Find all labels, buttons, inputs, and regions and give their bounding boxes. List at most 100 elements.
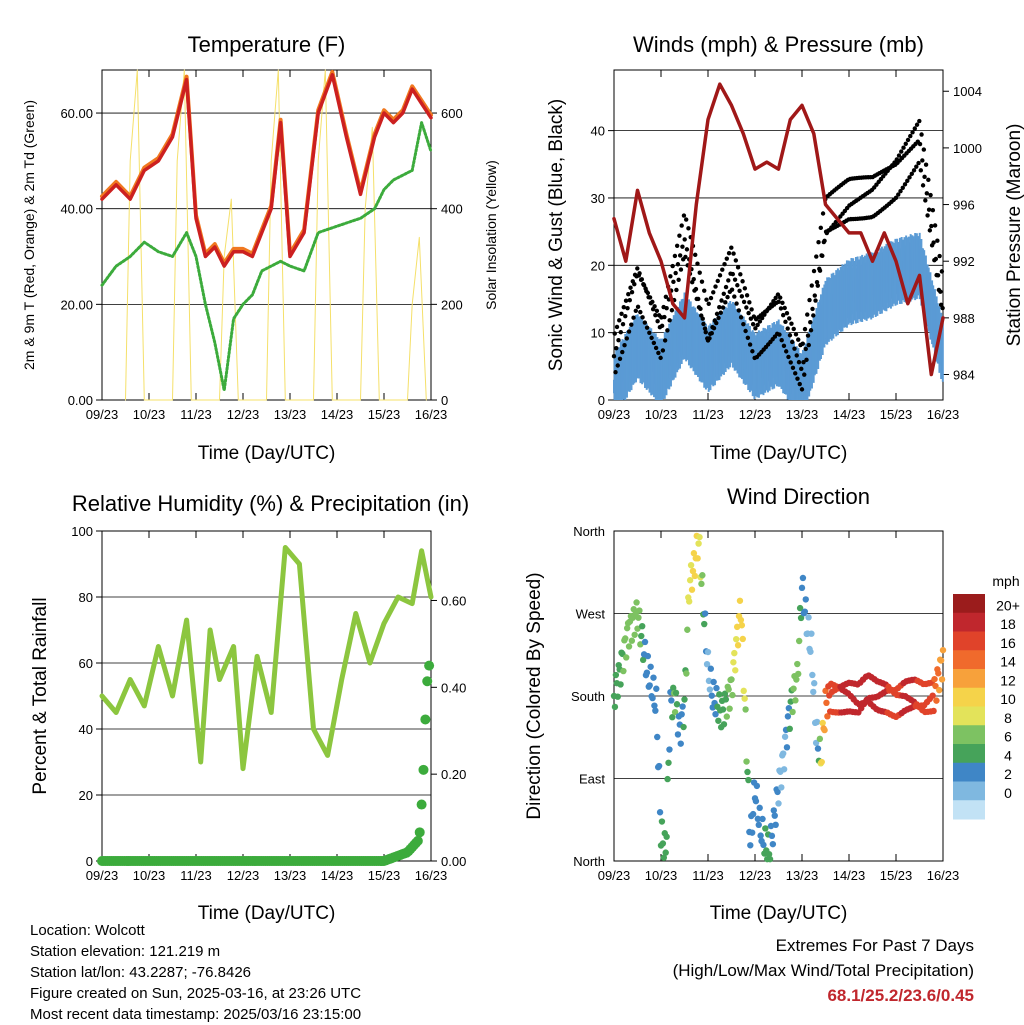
direction-point (752, 797, 760, 805)
gust-point (729, 287, 735, 292)
gust-point (647, 330, 652, 335)
gust-point (926, 177, 931, 183)
wind-speed-trace (613, 232, 944, 400)
x-tick-label: 12/23 (227, 868, 260, 883)
gust-point (802, 326, 808, 332)
gust-point (918, 168, 924, 173)
precip-point (414, 827, 425, 838)
x-tick-label: 14/23 (833, 868, 866, 883)
gust-point (731, 251, 736, 256)
direction-point (715, 717, 722, 724)
direction-point (664, 775, 671, 783)
x-tick-label: 10/23 (133, 868, 166, 883)
gust-point (910, 130, 915, 135)
colorbar-label: 0 (1004, 785, 1012, 801)
gust-point (719, 298, 724, 303)
gust-point (914, 164, 919, 169)
direction-point (728, 676, 735, 683)
direction-point (821, 726, 828, 734)
direction-point (617, 681, 624, 688)
x-tick-label: 16/23 (927, 407, 960, 422)
gust-point (755, 322, 760, 328)
direction-point (737, 616, 745, 624)
gust-point (741, 299, 747, 305)
direction-point (738, 622, 746, 629)
direction-point (690, 550, 698, 557)
colorbar-label: 4 (1004, 747, 1012, 763)
gust-point (898, 188, 903, 194)
gust-point (916, 160, 921, 166)
gust-point (811, 268, 817, 274)
colorbar-swatch (953, 612, 985, 632)
colorbar-label: 2 (1004, 766, 1012, 782)
direction-point (720, 721, 728, 728)
gust-point (660, 348, 666, 353)
direction-point (770, 807, 777, 814)
direction-point (674, 731, 682, 738)
direction-point (741, 695, 748, 702)
colorbar-swatch (953, 669, 985, 689)
gust-point (932, 223, 938, 228)
gust-point (629, 289, 635, 295)
x-tick-label: 09/23 (598, 868, 631, 883)
direction-point (701, 620, 708, 628)
direction-point (689, 567, 697, 575)
gust-point (796, 359, 802, 365)
direction-point (655, 762, 663, 770)
direction-point (634, 625, 641, 632)
gust-point (921, 147, 927, 152)
gust-point (820, 253, 825, 258)
gust-point (701, 321, 706, 327)
colorbar-label: 6 (1004, 729, 1012, 745)
gust-point (665, 328, 670, 333)
direction-point (716, 691, 723, 698)
gust-point (706, 301, 711, 306)
direction-point (641, 638, 649, 646)
gust-point (813, 298, 818, 303)
colorbar-label: 14 (1000, 654, 1016, 670)
direction-point (739, 635, 746, 643)
direction-point (794, 660, 801, 668)
direction-point (698, 580, 705, 588)
direction-point (691, 572, 699, 580)
wind-direction-title: Wind Direction (727, 484, 870, 509)
colorbar-swatch (953, 706, 985, 726)
direction-point (772, 821, 779, 829)
gust-point (783, 319, 788, 325)
gust-point (635, 266, 640, 271)
gust-point (940, 305, 945, 311)
colorbar-swatch (953, 762, 985, 782)
gust-point (801, 360, 806, 365)
gust-points (611, 118, 945, 392)
gust-point (814, 254, 819, 259)
direction-points (610, 532, 947, 863)
gust-point (799, 387, 805, 392)
gust-point (922, 174, 927, 180)
direction-point (658, 818, 666, 825)
gust-point (750, 322, 756, 327)
gust-point (805, 312, 810, 317)
y-tick-label: 20 (591, 258, 605, 273)
gust-point (815, 283, 820, 288)
colorbar-label: 20+ (996, 597, 1020, 613)
gust-point (611, 354, 617, 359)
gust-point (899, 149, 904, 154)
direction-point (757, 832, 764, 839)
precip-point (412, 835, 423, 846)
gust-point (931, 240, 936, 245)
direction-point (635, 614, 642, 621)
direction-point (644, 652, 652, 660)
gust-point (720, 267, 725, 272)
precip-point (416, 799, 427, 810)
direction-point (649, 694, 656, 702)
direction-point (620, 667, 627, 675)
x-tick-label: 12/23 (739, 868, 772, 883)
direction-point (668, 697, 675, 704)
temp-2m-line (100, 73, 433, 268)
gust-point (691, 276, 696, 282)
gust-point (633, 308, 639, 313)
gust-point (907, 175, 912, 180)
direction-point (780, 750, 787, 757)
direction-point (684, 626, 691, 633)
direction-point (938, 676, 946, 683)
